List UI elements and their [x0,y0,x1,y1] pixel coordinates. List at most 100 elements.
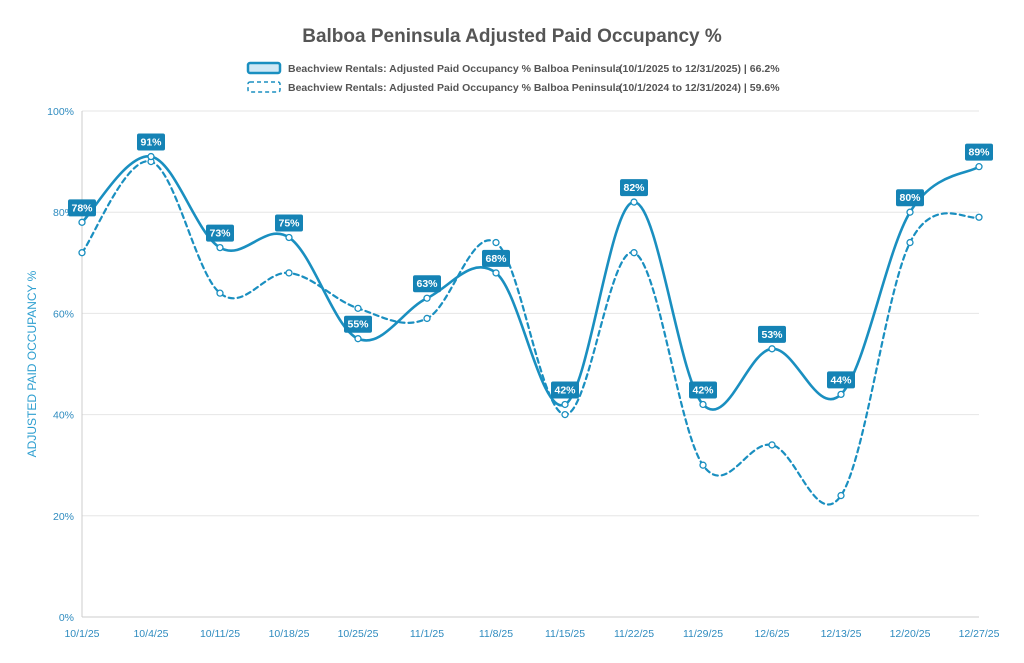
data-label: 42% [551,381,579,399]
prior-year-point[interactable] [975,213,983,221]
current-year-point[interactable] [147,152,155,161]
data-label-text: 91% [140,137,162,149]
x-tick-label: 12/6/25 [754,628,789,640]
prior-year-point[interactable] [561,410,569,419]
y-axis-ticks: 0%20%40%60%80%100% [47,106,74,624]
current-year-point[interactable] [837,390,845,399]
data-label-text: 53% [761,329,783,341]
legend-swatch-dashed [247,81,281,93]
prior-year-point[interactable] [906,238,914,247]
data-label-box [965,143,993,161]
data-label-box [758,325,786,343]
data-label-box [68,199,96,217]
data-label-box [551,381,579,399]
data-label-box [137,133,165,151]
data-label: 42% [689,381,717,399]
data-label-box [206,224,234,242]
legend-series-1-name: Beachview Rentals: Adjusted Paid Occupan… [288,63,622,75]
data-label: 63% [413,275,441,293]
data-label-box [275,214,303,232]
y-tick-label: 0% [59,612,74,624]
data-label-text: 75% [278,218,300,230]
data-labels: 78% 91% 73% 75% 55% 63% 68% 42% 82% 42% 53% 44% 80% 8… [68,133,993,399]
current-year-point[interactable] [699,400,707,409]
data-label: 68% [482,249,510,267]
data-label: 55% [344,315,372,333]
data-label: 44% [827,371,855,389]
grid-lines [81,110,979,618]
data-label: 91% [137,133,165,151]
data-label-text: 55% [347,319,369,331]
data-label-text: 68% [485,253,507,265]
x-tick-label: 11/8/25 [479,628,513,640]
legend-series-2-range: (10/1/2024 to 12/31/2024) | 59.6% [619,82,780,94]
data-label: 78% [68,199,96,217]
prior-year-point[interactable] [837,491,845,500]
data-label-box [482,249,510,267]
data-label-box [689,381,717,399]
prior-year-point[interactable] [285,269,293,277]
data-label-text: 78% [71,202,93,214]
x-tick-label: 12/20/25 [890,628,931,640]
data-label-text: 80% [899,192,921,204]
x-tick-label: 12/13/25 [821,628,862,640]
data-label: 75% [275,214,303,232]
x-tick-label: 10/4/25 [133,628,168,640]
x-tick-label: 11/29/25 [683,628,723,640]
x-axis-ticks: 10/1/25 10/4/25 10/11/25 10/18/25 10/25/25 11… [64,628,999,640]
x-tick-label: 12/27/25 [959,628,1000,640]
prior-year-point[interactable] [354,304,362,312]
data-label-text: 89% [968,147,990,159]
x-tick-label: 11/1/25 [410,628,444,640]
data-label: 53% [758,325,786,343]
current-year-point[interactable] [216,243,224,252]
data-label: 73% [206,224,234,242]
prior-year-point[interactable] [216,289,224,297]
series-current-year [78,152,983,411]
data-label: 89% [965,143,993,161]
current-year-point[interactable] [906,208,914,216]
legend-swatch-solid [246,61,282,75]
data-label-text: 42% [554,384,576,396]
current-year-point[interactable] [423,294,431,302]
current-year-point[interactable] [78,218,86,226]
y-tick-label: 20% [53,511,74,523]
current-year-point[interactable] [492,269,500,277]
y-tick-label: 100% [47,106,74,118]
legend-item-prior[interactable]: Beachview Rentals: Adjusted Paid Occupan… [247,81,780,94]
chart-title: Balboa Peninsula Adjusted Paid Occupancy… [302,26,722,47]
data-label-text: 82% [623,182,645,194]
prior-year-point[interactable] [699,461,707,469]
prior-year-point[interactable] [630,249,638,257]
x-tick-label: 10/11/25 [200,628,240,640]
legend-item-current[interactable]: Beachview Rentals: Adjusted Paid Occupan… [246,61,780,75]
data-label: 80% [896,189,924,207]
y-axis-label: ADJUSTED PAID OCCUPANCY % [25,270,39,457]
x-tick-label: 11/15/25 [545,628,585,640]
legend[interactable]: Beachview Rentals: Adjusted Paid Occupan… [246,61,780,94]
x-tick-label: 10/18/25 [269,628,310,640]
prior-year-point[interactable] [768,441,776,449]
legend-series-1-range: (10/1/2025 to 12/31/2025) | 66.2% [619,63,780,75]
x-tick-label: 10/1/25 [64,628,99,640]
data-label-text: 44% [830,374,852,386]
prior-year-point[interactable] [423,314,431,323]
prior-year-point[interactable] [492,238,500,247]
current-year-point[interactable] [561,400,569,409]
legend-series-2-name: Beachview Rentals: Adjusted Paid Occupan… [288,82,622,94]
prior-year-point[interactable] [78,249,86,257]
data-label-box [413,275,441,293]
data-label-box [620,179,648,197]
data-label-box [896,189,924,207]
x-tick-label: 11/22/25 [614,628,654,640]
current-year-point[interactable] [975,163,983,171]
current-year-point[interactable] [285,233,293,242]
data-label: 82% [620,179,648,197]
current-year-point[interactable] [630,198,638,206]
y-tick-label: 60% [53,308,74,320]
data-label-box [344,315,372,333]
current-year-point[interactable] [354,335,362,343]
current-year-point[interactable] [768,345,776,353]
